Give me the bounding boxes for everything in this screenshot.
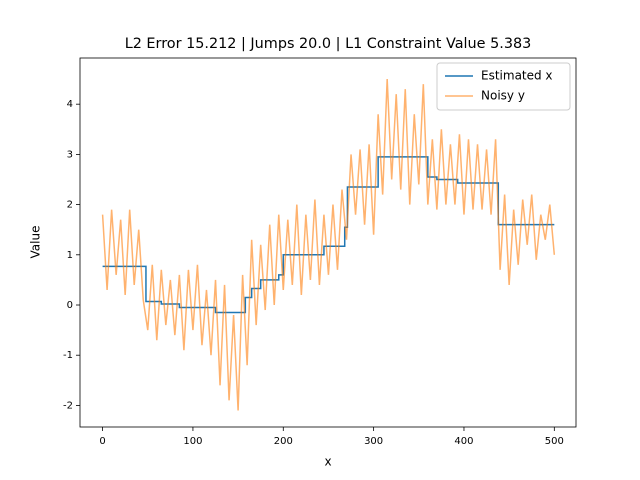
y-tick-label: 3 (67, 149, 73, 160)
axes-frame (79, 57, 577, 428)
x-tick-label: 100 (183, 436, 202, 447)
x-tick-label: 200 (274, 436, 293, 447)
y-tick-label: 2 (67, 200, 73, 211)
y-tick-label: 0 (67, 300, 73, 311)
series-line (102, 156, 555, 314)
x-tick-label: 500 (545, 436, 564, 447)
y-tick-label: -1 (63, 350, 73, 361)
legend-box (436, 62, 571, 111)
chart-title: L2 Error 15.212 | Jumps 20.0 | L1 Constr… (125, 36, 532, 52)
legend-label: Noisy y (481, 89, 525, 103)
y-tick-label: 1 (67, 250, 73, 261)
legend-label: Estimated x (481, 69, 553, 83)
x-tick-label: 300 (364, 436, 383, 447)
x-tick-label: 400 (454, 436, 473, 447)
y-tick-label: 4 (67, 99, 73, 110)
y-tick-label: -2 (63, 400, 73, 411)
x-tick-label: 0 (99, 436, 105, 447)
series-line (101, 79, 556, 411)
y-axis-label: Value (29, 226, 43, 259)
x-axis-label: x (324, 455, 331, 469)
